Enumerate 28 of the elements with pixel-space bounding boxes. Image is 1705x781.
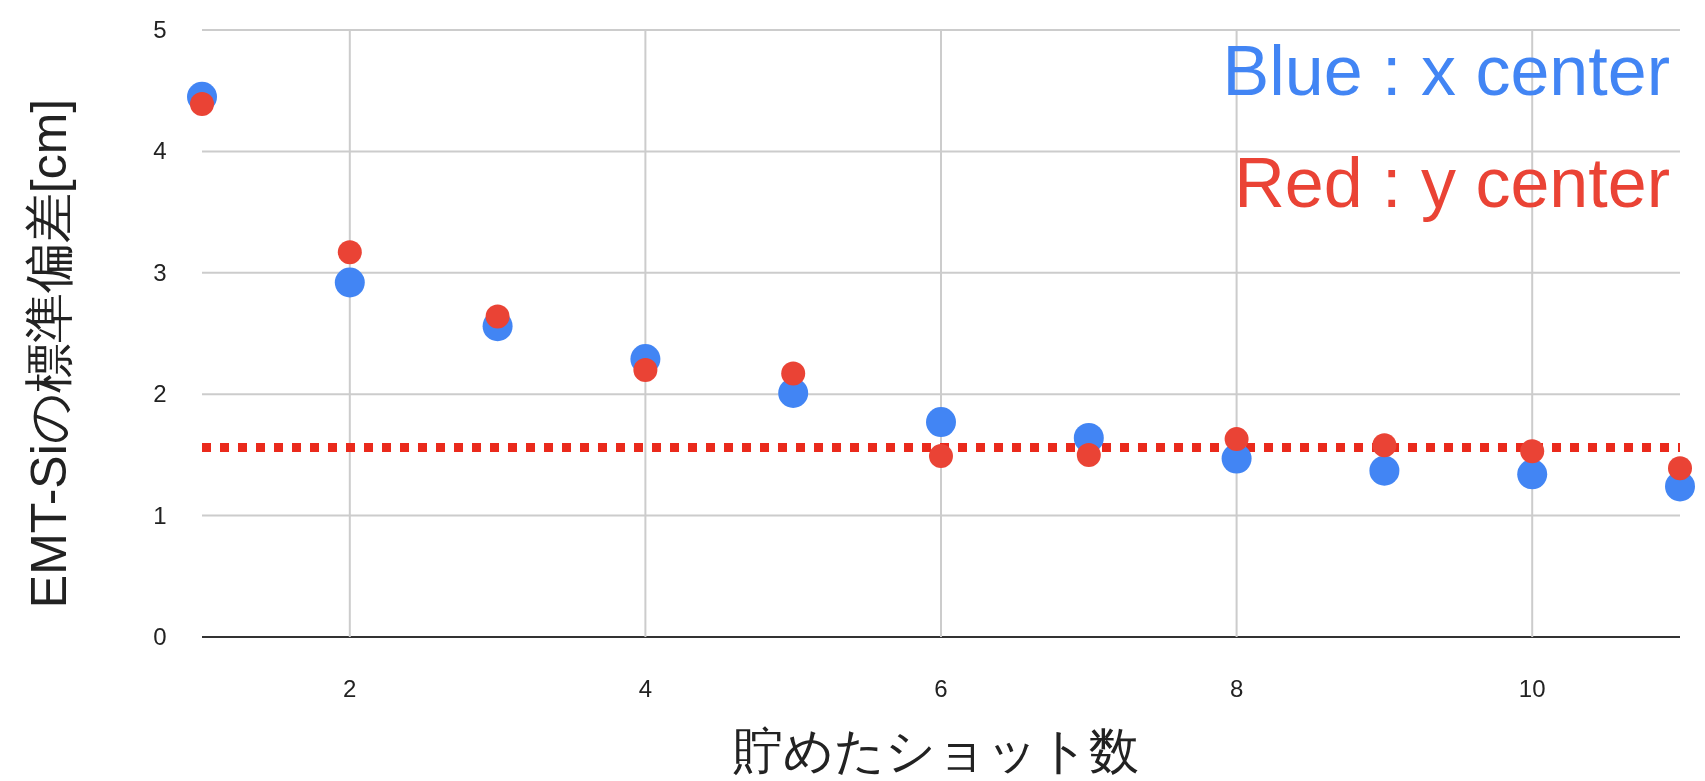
y-tick-label: 4 [153, 137, 167, 165]
point [633, 357, 658, 382]
point [1517, 459, 1548, 490]
point [781, 361, 806, 386]
point [1076, 442, 1101, 467]
point [1668, 456, 1692, 481]
x-tick-label: 8 [1229, 675, 1244, 702]
y-tick-label: 0 [153, 623, 167, 650]
point [1372, 433, 1397, 458]
x-axis-title: 貯めたショット数 [733, 723, 1139, 779]
point [1224, 427, 1249, 452]
text: Red : y center [1234, 144, 1670, 222]
text: Blue : x center [1222, 32, 1670, 110]
y-axis-title: EMT-Siの標準偏差[cm] [21, 98, 77, 609]
y-tick-label: 3 [153, 258, 167, 286]
x-tick-label: 10 [1518, 675, 1546, 702]
x-tick-label: 2 [343, 675, 357, 702]
x-tick-label: 4 [638, 675, 653, 702]
y-tick-label: 5 [153, 16, 167, 43]
y-tick-label: 1 [153, 501, 167, 529]
point [337, 240, 362, 265]
point [926, 407, 956, 438]
point [929, 444, 953, 469]
point [1520, 439, 1545, 464]
point [334, 267, 365, 298]
y-tick-label: 2 [153, 380, 167, 408]
x-tick-label: 6 [934, 675, 948, 702]
point [1369, 455, 1400, 486]
